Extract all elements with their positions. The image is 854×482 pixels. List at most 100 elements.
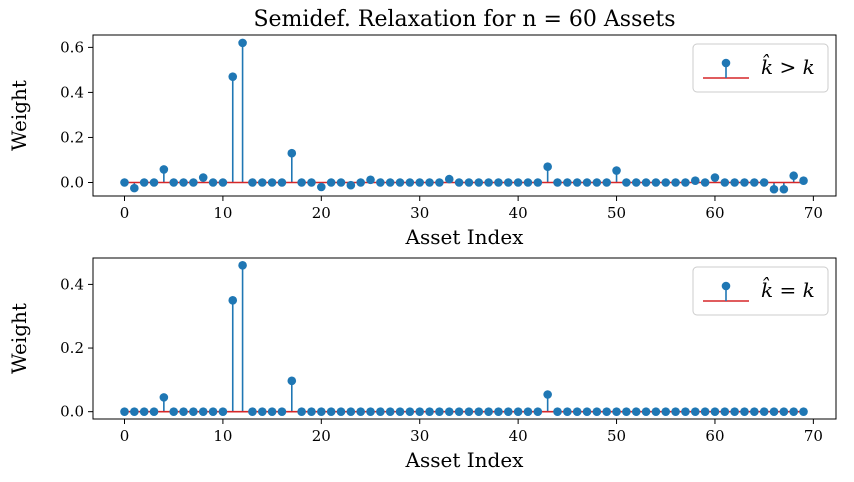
- stem-marker: [789, 407, 798, 416]
- stem-marker: [474, 178, 484, 187]
- y-tick-label: 0.4: [60, 83, 84, 101]
- stem-marker: [494, 178, 503, 187]
- stem-marker: [641, 178, 651, 187]
- stem-marker: [287, 376, 297, 386]
- stem-marker: [149, 178, 159, 187]
- stem-marker: [228, 72, 238, 81]
- stem-marker: [385, 178, 395, 187]
- legend-label: k̂ = k: [761, 276, 815, 302]
- stem-marker: [779, 407, 789, 416]
- y-tick-label: 0.0: [60, 173, 84, 191]
- top-panel: 0 10 20 30 40 50 60 70 0.0 0.2 0.4 0.6 Asset Index We…: [7, 7, 837, 249]
- stem-marker: [307, 178, 316, 187]
- stem-marker: [130, 407, 139, 416]
- stem-marker: [494, 407, 503, 416]
- stem-marker: [425, 178, 434, 187]
- stem-marker: [602, 178, 612, 187]
- stem-marker: [602, 407, 612, 416]
- stem-marker: [622, 178, 631, 187]
- stem-marker: [730, 407, 739, 416]
- stem-marker: [435, 178, 444, 187]
- y-axis-label: Weight: [7, 303, 31, 374]
- legend-box: [692, 266, 829, 316]
- stem-marker: [415, 407, 425, 416]
- stem-marker: [317, 407, 326, 416]
- axes-frame: [92, 34, 837, 197]
- stem-marker: [267, 178, 277, 187]
- stem-marker: [740, 178, 749, 187]
- stem-marker: [523, 178, 533, 187]
- stem-marker: [582, 407, 592, 416]
- stem-marker: [720, 178, 730, 187]
- stem-marker: [287, 148, 297, 158]
- stem-marker: [376, 407, 385, 416]
- stem-marker: [671, 178, 680, 187]
- stem-marker: [454, 407, 464, 416]
- stem-marker: [277, 407, 287, 416]
- stem-marker: [563, 178, 572, 187]
- y-tick-label: 0.4: [60, 275, 84, 293]
- legend-marker-swatch: [721, 281, 731, 291]
- stem-marker: [750, 178, 759, 187]
- stem-marker: [631, 407, 641, 416]
- bottom-panel: 0 10 20 30 40 50 60 70 0.0 0.2 0.4 Asset Index Weigh…: [7, 257, 837, 472]
- x-tick-label: 10: [213, 204, 232, 222]
- stem-marker: [750, 407, 759, 416]
- stem-marker: [759, 178, 769, 187]
- stem-marker: [503, 407, 513, 416]
- stem-marker: [464, 407, 474, 416]
- stem-marker: [189, 407, 198, 416]
- stem-marker: [198, 173, 208, 182]
- stem-marker: [474, 407, 484, 416]
- x-axis-label: Asset Index: [405, 225, 525, 249]
- stem-marker: [572, 178, 582, 187]
- x-tick-label: 30: [410, 427, 429, 445]
- stem-marker: [444, 174, 454, 184]
- stem-marker: [769, 184, 779, 194]
- stem-marker: [622, 407, 631, 416]
- stem-marker: [297, 407, 306, 416]
- stem-marker: [464, 178, 474, 187]
- x-tick-label: 50: [607, 427, 626, 445]
- stem-marker: [454, 178, 464, 187]
- chart-title: Semidef. Relaxation for n = 60 Assets: [253, 7, 675, 32]
- stem-marker: [277, 178, 287, 187]
- stem-marker: [563, 407, 572, 416]
- stem-marker: [238, 38, 247, 48]
- stem-marker: [307, 407, 316, 416]
- stem-marker: [681, 407, 690, 416]
- stem-marker: [671, 407, 680, 416]
- stem-marker: [169, 407, 178, 416]
- stem-marker: [484, 407, 493, 416]
- stem-marker: [326, 178, 336, 187]
- stem-marker: [503, 178, 513, 187]
- stem-marker: [228, 296, 238, 305]
- stem-marker: [297, 178, 306, 187]
- stem-marker: [336, 407, 346, 416]
- stem-marker: [759, 407, 769, 416]
- legend-label: k̂ > k: [761, 53, 815, 79]
- stem-marker: [425, 407, 434, 416]
- stem-marker: [553, 178, 562, 187]
- stem-marker: [395, 407, 405, 416]
- stem-marker: [179, 178, 188, 187]
- stem-marker: [405, 178, 415, 187]
- stem-marker: [257, 407, 267, 416]
- stem-marker: [179, 407, 188, 416]
- stem-marker: [405, 407, 415, 416]
- stem-marker: [789, 171, 798, 181]
- stem-marker: [415, 178, 425, 187]
- stem-marker: [366, 407, 375, 416]
- stem-marker: [130, 183, 139, 193]
- stem-marker: [720, 407, 730, 416]
- stem-marker: [395, 178, 405, 187]
- stem-marker: [730, 178, 739, 187]
- stem-marker: [139, 178, 149, 187]
- x-tick-label: 30: [410, 204, 429, 222]
- stem-marker: [208, 178, 218, 187]
- stem-marker: [582, 178, 592, 187]
- stem-marker: [366, 175, 375, 185]
- stem-marker: [317, 182, 326, 192]
- stem-marker: [799, 407, 808, 416]
